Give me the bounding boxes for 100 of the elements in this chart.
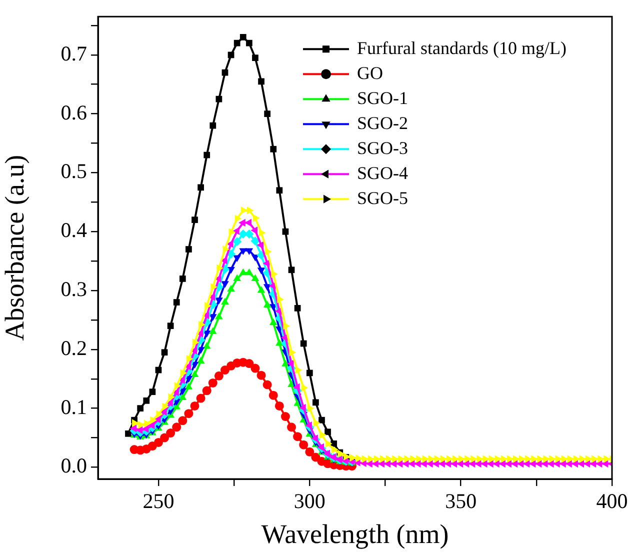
point	[270, 146, 277, 152]
point	[143, 397, 150, 404]
point	[246, 40, 252, 46]
point	[228, 52, 234, 58]
point	[202, 342, 211, 349]
point	[214, 371, 224, 380]
point	[306, 370, 313, 376]
y-tick-label: 0.5	[60, 159, 87, 184]
y-axis-title: Absorbance (a.u)	[0, 154, 30, 341]
y-tick-label: 0.3	[60, 277, 87, 302]
point	[234, 40, 240, 46]
point	[167, 322, 174, 330]
point	[192, 216, 198, 224]
point	[161, 349, 168, 356]
legend-label: GO	[357, 62, 383, 83]
point	[221, 281, 229, 288]
point	[258, 78, 264, 85]
point	[166, 428, 176, 438]
point	[269, 318, 278, 326]
point	[160, 433, 170, 442]
legend-label: SGO-1	[357, 88, 408, 108]
y-tick-label: 0.7	[60, 41, 87, 66]
point	[196, 356, 205, 364]
point	[280, 412, 290, 422]
point	[233, 255, 241, 262]
point	[263, 300, 272, 308]
point	[250, 364, 260, 373]
legend-label: SGO-4	[357, 162, 408, 183]
point	[137, 405, 144, 412]
point	[262, 380, 272, 390]
point	[276, 187, 283, 194]
point	[287, 422, 296, 432]
y-tick-label: 0.0	[60, 454, 87, 478]
point	[282, 360, 290, 366]
y-tick-label: 0.2	[60, 336, 87, 360]
x-tick-label: 350	[445, 489, 477, 514]
point	[215, 298, 223, 304]
point	[149, 388, 156, 396]
x-tick-label: 400	[596, 489, 628, 514]
point	[305, 447, 314, 456]
point	[251, 274, 260, 281]
point	[179, 276, 186, 282]
point	[240, 34, 246, 40]
point	[274, 401, 284, 410]
point	[245, 248, 254, 255]
point	[154, 438, 163, 447]
point	[227, 267, 235, 274]
legend-label: Furfural standards (10 mg/L)	[357, 38, 566, 58]
point	[312, 399, 319, 406]
legend-label: SGO-5	[357, 188, 408, 208]
point	[198, 184, 204, 191]
point	[264, 110, 270, 117]
point	[190, 370, 199, 377]
point	[250, 236, 260, 246]
point	[227, 284, 235, 292]
point	[232, 237, 242, 246]
point	[173, 299, 180, 306]
x-axis-title: Wavelength (nm)	[261, 518, 449, 549]
point	[204, 152, 210, 158]
point	[125, 430, 132, 437]
legend-label: SGO-3	[357, 138, 408, 158]
point	[196, 394, 206, 403]
point	[244, 359, 254, 368]
point	[245, 268, 254, 276]
point	[293, 432, 302, 442]
point	[282, 228, 289, 235]
x-tick-label: 250	[142, 489, 174, 514]
point	[300, 340, 307, 347]
point	[294, 304, 301, 312]
point	[208, 378, 218, 388]
y-tick-label: 0.1	[60, 394, 87, 419]
point	[288, 266, 295, 274]
point	[172, 422, 182, 432]
point	[202, 386, 212, 396]
point	[186, 246, 192, 252]
point	[318, 416, 325, 424]
point	[184, 409, 194, 418]
point	[178, 416, 188, 426]
point	[184, 382, 193, 390]
point	[208, 327, 217, 334]
point	[239, 248, 248, 255]
point	[299, 440, 308, 450]
point	[215, 312, 223, 320]
point	[239, 268, 248, 276]
point	[256, 370, 266, 380]
point	[257, 286, 266, 293]
legend-label: SGO-2	[357, 112, 408, 133]
x-tick-label: 300	[294, 489, 326, 514]
point	[190, 401, 200, 410]
point	[324, 428, 331, 436]
point	[276, 339, 284, 346]
point	[210, 122, 216, 129]
point	[233, 274, 241, 281]
y-tick-label: 0.4	[60, 218, 88, 242]
point	[221, 298, 229, 305]
y-tick-label: 0.6	[60, 100, 87, 124]
point	[268, 390, 278, 400]
point	[257, 268, 266, 274]
point	[252, 54, 258, 62]
point	[220, 366, 230, 375]
